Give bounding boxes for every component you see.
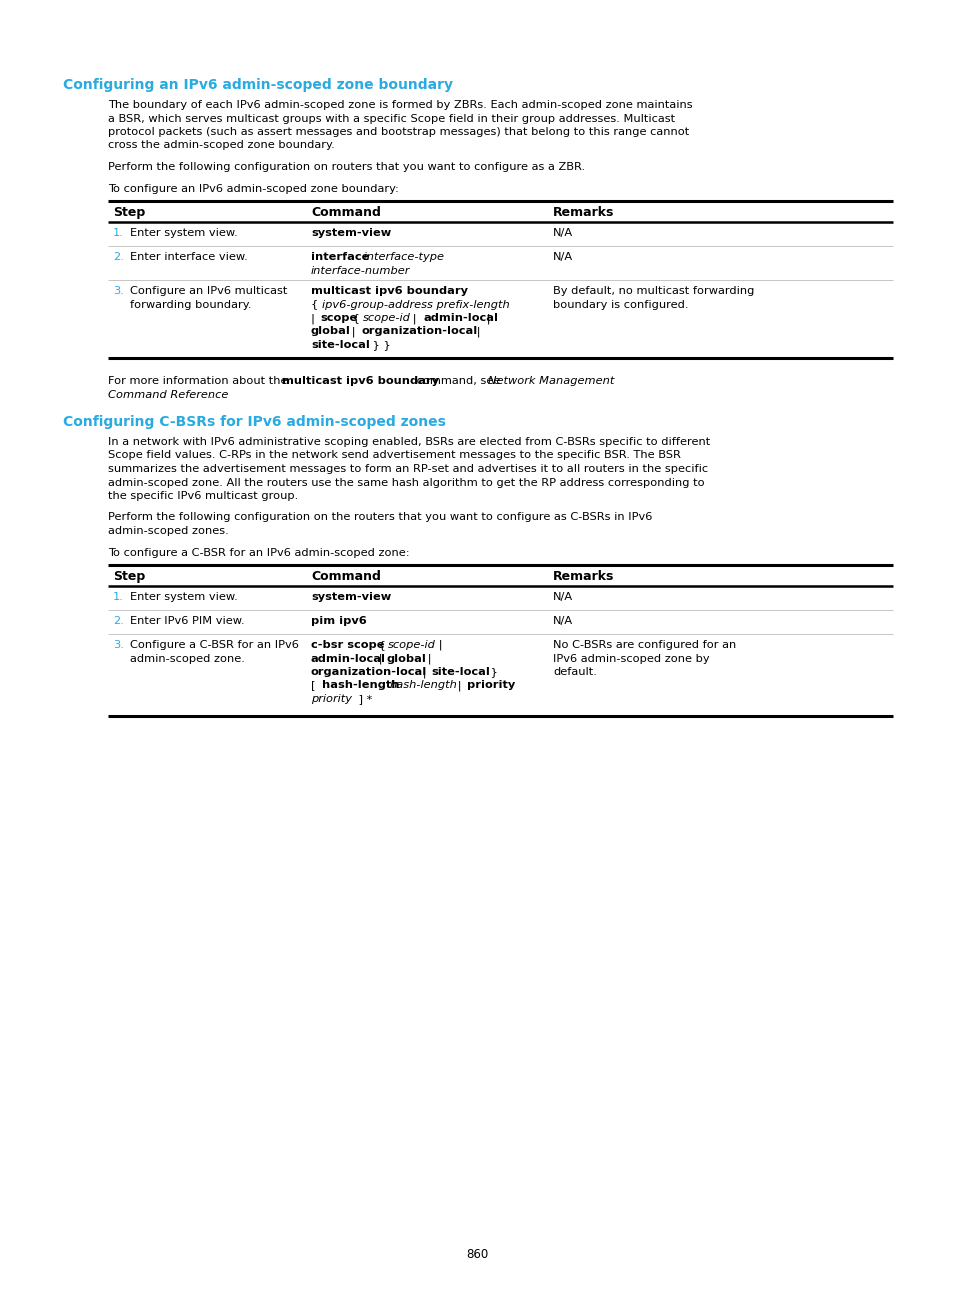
Text: Command Reference: Command Reference <box>108 390 228 399</box>
Text: admin-local: admin-local <box>311 653 386 664</box>
Text: Perform the following configuration on routers that you want to configure as a Z: Perform the following configuration on r… <box>108 162 584 172</box>
Text: To configure an IPv6 admin-scoped zone boundary:: To configure an IPv6 admin-scoped zone b… <box>108 184 398 193</box>
Text: By default, no multicast forwarding: By default, no multicast forwarding <box>553 286 754 295</box>
Text: priority: priority <box>467 680 515 691</box>
Text: 2.: 2. <box>112 616 124 626</box>
Text: organization-local: organization-local <box>361 327 477 337</box>
Text: scope-id: scope-id <box>388 640 436 651</box>
Text: To configure a C-BSR for an IPv6 admin-scoped zone:: To configure a C-BSR for an IPv6 admin-s… <box>108 547 409 557</box>
Text: 1.: 1. <box>112 592 124 603</box>
Text: |: | <box>375 653 386 664</box>
Text: |: | <box>311 314 318 324</box>
Text: site-local: site-local <box>431 667 489 677</box>
Text: admin-scoped zone.: admin-scoped zone. <box>130 653 245 664</box>
Text: system-view: system-view <box>311 228 391 238</box>
Text: {: { <box>349 314 363 323</box>
Text: The boundary of each IPv6 admin-scoped zone is formed by ZBRs. Each admin-scoped: The boundary of each IPv6 admin-scoped z… <box>108 100 692 110</box>
Text: {: { <box>311 299 321 310</box>
Text: system-view: system-view <box>311 592 391 603</box>
Text: a BSR, which serves multicast groups with a specific Scope field in their group : a BSR, which serves multicast groups wit… <box>108 114 675 123</box>
Text: }: } <box>486 667 497 677</box>
Text: No C-BSRs are configured for an: No C-BSRs are configured for an <box>553 640 736 651</box>
Text: N/A: N/A <box>553 251 573 262</box>
Text: Step: Step <box>112 570 145 583</box>
Text: Configuring an IPv6 admin-scoped zone boundary: Configuring an IPv6 admin-scoped zone bo… <box>63 78 453 92</box>
Text: hash-length: hash-length <box>322 680 399 691</box>
Text: cross the admin-scoped zone boundary.: cross the admin-scoped zone boundary. <box>108 140 335 150</box>
Text: protocol packets (such as assert messages and bootstrap messages) that belong to: protocol packets (such as assert message… <box>108 127 688 137</box>
Text: 3.: 3. <box>112 640 124 651</box>
Text: Scope field values. C-RPs in the network send advertisement messages to the spec: Scope field values. C-RPs in the network… <box>108 451 680 460</box>
Text: [: [ <box>311 680 319 691</box>
Text: For more information about the: For more information about the <box>108 376 291 386</box>
Text: default.: default. <box>553 667 597 677</box>
Text: global: global <box>311 327 351 337</box>
Text: |: | <box>482 314 490 324</box>
Text: admin-scoped zone. All the routers use the same hash algorithm to get the RP add: admin-scoped zone. All the routers use t… <box>108 477 704 487</box>
Text: ] *: ] * <box>355 693 372 704</box>
Text: Configuring C-BSRs for IPv6 admin-scoped zones: Configuring C-BSRs for IPv6 admin-scoped… <box>63 415 445 429</box>
Text: } }: } } <box>369 340 391 350</box>
Text: admin-scoped zones.: admin-scoped zones. <box>108 526 229 537</box>
Text: 1.: 1. <box>112 228 124 238</box>
Text: IPv6 admin-scoped zone by: IPv6 admin-scoped zone by <box>553 653 709 664</box>
Text: |: | <box>473 327 480 337</box>
Text: multicast ipv6 boundary: multicast ipv6 boundary <box>282 376 438 386</box>
Text: N/A: N/A <box>553 592 573 603</box>
Text: the specific IPv6 multicast group.: the specific IPv6 multicast group. <box>108 491 298 502</box>
Text: interface-number: interface-number <box>311 266 410 276</box>
Text: Configure an IPv6 multicast: Configure an IPv6 multicast <box>130 286 287 295</box>
Text: 3.: 3. <box>112 286 124 295</box>
Text: N/A: N/A <box>553 616 573 626</box>
Text: c-bsr scope: c-bsr scope <box>311 640 384 651</box>
Text: scope: scope <box>319 314 356 323</box>
Text: site-local: site-local <box>311 340 370 350</box>
Text: Enter IPv6 PIM view.: Enter IPv6 PIM view. <box>130 616 244 626</box>
Text: 2.: 2. <box>112 251 124 262</box>
Text: Remarks: Remarks <box>553 206 614 219</box>
Text: Remarks: Remarks <box>553 570 614 583</box>
Text: |: | <box>409 314 420 324</box>
Text: global: global <box>387 653 426 664</box>
Text: In a network with IPv6 administrative scoping enabled, BSRs are elected from C-B: In a network with IPv6 administrative sc… <box>108 437 709 447</box>
Text: |: | <box>454 680 465 691</box>
Text: Command: Command <box>311 206 380 219</box>
Text: {: { <box>375 640 389 651</box>
Text: Command: Command <box>311 570 380 583</box>
Text: boundary is configured.: boundary is configured. <box>553 299 688 310</box>
Text: summarizes the advertisement messages to form an RP-set and advertises it to all: summarizes the advertisement messages to… <box>108 464 707 474</box>
Text: |: | <box>418 667 430 678</box>
Text: Configure a C-BSR for an IPv6: Configure a C-BSR for an IPv6 <box>130 640 298 651</box>
Text: organization-local: organization-local <box>311 667 427 677</box>
Text: Enter interface view.: Enter interface view. <box>130 251 248 262</box>
Text: command, see: command, see <box>413 376 503 386</box>
Text: Step: Step <box>112 206 145 219</box>
Text: multicast ipv6 boundary: multicast ipv6 boundary <box>311 286 468 295</box>
Text: Perform the following configuration on the routers that you want to configure as: Perform the following configuration on t… <box>108 512 652 522</box>
Text: .: . <box>209 390 213 399</box>
Text: 860: 860 <box>465 1248 488 1261</box>
Text: ipv6-group-address prefix-length: ipv6-group-address prefix-length <box>322 299 509 310</box>
Text: |: | <box>435 640 442 651</box>
Text: admin-local: admin-local <box>423 314 498 323</box>
Text: interface: interface <box>311 251 369 262</box>
Text: |: | <box>348 327 359 337</box>
Text: Enter system view.: Enter system view. <box>130 592 237 603</box>
Text: interface-type: interface-type <box>359 251 443 262</box>
Text: priority: priority <box>311 693 352 704</box>
Text: forwarding boundary.: forwarding boundary. <box>130 299 252 310</box>
Text: pim ipv6: pim ipv6 <box>311 616 366 626</box>
Text: N/A: N/A <box>553 228 573 238</box>
Text: Network Management: Network Management <box>488 376 614 386</box>
Text: hash-length: hash-length <box>390 680 457 691</box>
Text: scope-id: scope-id <box>363 314 411 323</box>
Text: |: | <box>423 653 431 664</box>
Text: Enter system view.: Enter system view. <box>130 228 237 238</box>
